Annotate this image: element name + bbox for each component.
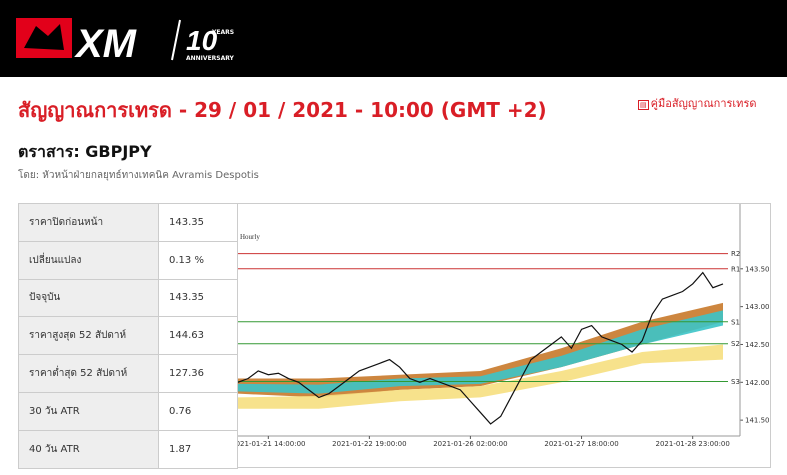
- instrument: ตราสาร: GBPJPY: [18, 142, 152, 161]
- level-label: S2: [731, 340, 740, 348]
- stat-label: 30 วัน ATR: [18, 391, 159, 431]
- ma-band: [238, 344, 723, 409]
- logo-bull: [24, 24, 64, 50]
- table-row: ราคาปิดก่อนหน้า 143.35: [18, 203, 238, 242]
- stats-table: ราคาปิดก่อนหน้า 143.35 เปลี่ยนแปลง 0.13 % ปั…: [18, 203, 238, 469]
- level-label: R1: [731, 265, 740, 273]
- page-title: สัญญาณการเทรด - 29 / 01 / 2021 - 10:00 (…: [18, 98, 547, 122]
- stat-value: 144.63: [158, 316, 238, 356]
- badge-bottom: ANNIVERSARY: [186, 55, 235, 62]
- stat-value: 1.87: [158, 429, 238, 469]
- x-tick-label: 2021-01-26 02:00:00: [433, 440, 507, 448]
- table-row: 40 วัน ATR 1.87: [18, 429, 238, 469]
- stat-value: 143.35: [158, 278, 238, 318]
- table-row: เปลี่ยนแปลง 0.13 %: [18, 240, 238, 280]
- table-row: ราคาสูงสุด 52 สัปดาห์ 144.63: [18, 316, 238, 356]
- table-row: ราคาต่ำสุด 52 สัปดาห์ 127.36: [18, 354, 238, 393]
- stat-value: 0.76: [158, 391, 238, 431]
- guide-link-text[interactable]: คู่มือสัญญาณการเทรด: [650, 97, 757, 110]
- x-tick-label: 2021-01-27 18:00:00: [544, 440, 618, 448]
- author: โดย: หัวหน้าฝ่ายกลยุทธ์ทางเทคนิค Avramis…: [18, 170, 259, 181]
- badge-top: YEARS: [211, 29, 234, 36]
- chart: Hourly R2 R1 S1 S2 S3 141.50 142.00 142.50 143.0…: [237, 203, 771, 468]
- table-row: ปัจจุบัน 143.35: [18, 278, 238, 318]
- logo-text: XM: [74, 22, 138, 66]
- x-tick-label: 2021-01-28 23:00:00: [656, 440, 730, 448]
- y-tick-label: 142.00: [745, 379, 770, 387]
- stat-value: 127.36: [158, 354, 238, 393]
- price-line: [238, 271, 724, 425]
- y-tick-label: 143.50: [745, 265, 770, 273]
- y-tick-label: 143.00: [745, 303, 770, 311]
- table-row: 30 วัน ATR 0.76: [18, 391, 238, 431]
- stat-value: 143.35: [158, 203, 238, 242]
- guide-link[interactable]: ▤ คู่มือสัญญาณการเทรด: [638, 94, 757, 112]
- stat-label: เปลี่ยนแปลง: [18, 240, 159, 280]
- logo: XM 10 YEARS ANNIVERSARY: [16, 18, 235, 66]
- badge: 10: [186, 25, 218, 56]
- pdf-icon: ▤: [638, 100, 649, 110]
- stat-value: 0.13 %: [158, 240, 238, 280]
- stat-label: ราคาปิดก่อนหน้า: [18, 203, 159, 242]
- level-label: R2: [731, 250, 740, 258]
- y-tick-label: 141.50: [745, 417, 770, 425]
- level-label: S3: [731, 378, 740, 386]
- x-tick-label: 2021-01-21 14:00:00: [237, 440, 305, 448]
- stat-label: ราคาสูงสุด 52 สัปดาห์: [18, 316, 159, 356]
- stat-label: 40 วัน ATR: [18, 429, 159, 469]
- chart-subtitle: Hourly: [240, 233, 260, 241]
- level-label: S1: [731, 318, 740, 326]
- stat-label: ราคาต่ำสุด 52 สัปดาห์: [18, 354, 159, 393]
- divider: [171, 19, 181, 61]
- y-tick-label: 142.50: [745, 341, 770, 349]
- header: XM 10 YEARS ANNIVERSARY: [0, 0, 787, 77]
- ma-band: [238, 310, 723, 394]
- stat-label: ปัจจุบัน: [18, 278, 159, 318]
- x-tick-label: 2021-01-22 19:00:00: [332, 440, 406, 448]
